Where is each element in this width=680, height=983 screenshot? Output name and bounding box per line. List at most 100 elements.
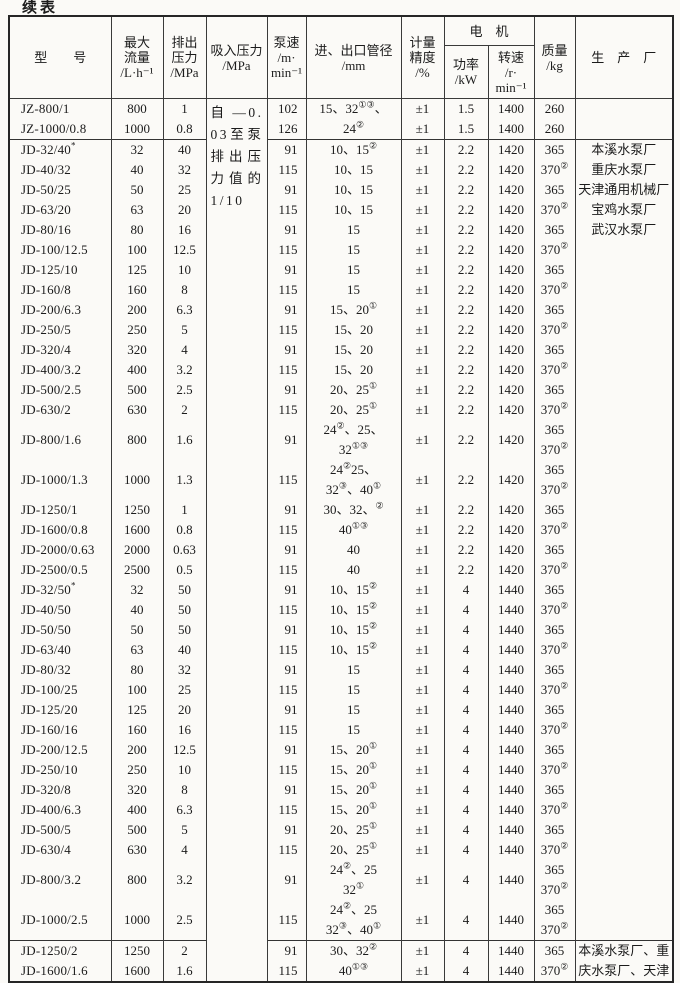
- table-row: JD-1000/1.3 1000 1.3 115 24②25、 32③、40① ±1 2.2 1…: [8, 460, 674, 500]
- cell-motor-power: 1.5: [443, 119, 489, 140]
- cell-mass: 370②: [533, 600, 576, 620]
- cell-discharge-pressure: 50: [162, 580, 207, 600]
- table-row: JD-250/5 250 5 115 15、20 ±1 2.2 1420 370②: [8, 320, 674, 340]
- cell-metering-accuracy: ±1: [400, 300, 445, 320]
- table-row: JD-320/4 320 4 91 15、20 ±1 2.2 1420 365: [8, 340, 674, 360]
- cell-model: JD-320/4: [8, 340, 112, 360]
- cell-motor-power: 4: [443, 800, 489, 820]
- cell-mass: 365: [533, 500, 576, 520]
- cell-max-flow: 500: [110, 380, 164, 400]
- cell-metering-accuracy: ±1: [400, 360, 445, 380]
- cell-motor-power: 2.2: [443, 460, 489, 500]
- cell-manufacturer: [574, 98, 674, 119]
- cell-discharge-pressure: 0.8: [162, 520, 207, 540]
- cell-max-flow: 1000: [110, 460, 164, 500]
- table-row: JD-125/20 125 20 91 15 ±1 4 1440 365: [8, 700, 674, 720]
- cell-max-flow: 1000: [110, 900, 164, 941]
- cell-discharge-pressure: 0.63: [162, 540, 207, 560]
- cell-manufacturer: [574, 500, 674, 520]
- cell-pipe-diameter: 15: [305, 280, 402, 300]
- cell-manufacturer: 重庆水泵厂: [574, 160, 674, 180]
- cell-max-flow: 630: [110, 400, 164, 420]
- table-row: JD-2500/0.5 2500 0.5 115 40 ±1 2.2 1420 370②: [8, 560, 674, 580]
- table-row: JD-50/50 50 50 91 10、15② ±1 4 1440 365: [8, 620, 674, 640]
- cell-model: JD-125/20: [8, 700, 112, 720]
- cell-suction-pressure-note: 自—0.03至泵排出压力值的1/10: [205, 98, 268, 982]
- cell-motor-power: 4: [443, 640, 489, 660]
- cell-manufacturer: [574, 720, 674, 740]
- cell-motor-speed: 1440: [487, 600, 535, 620]
- cell-pipe-diameter: 40: [305, 560, 402, 580]
- cell-metering-accuracy: ±1: [400, 940, 445, 961]
- cell-max-flow: 40: [110, 160, 164, 180]
- cell-model: JD-2500/0.5: [8, 560, 112, 580]
- cell-model: JD-2000/0.63: [8, 540, 112, 560]
- cell-motor-speed: 1420: [487, 139, 535, 160]
- cell-pipe-diameter: 24②: [305, 119, 402, 140]
- cell-pipe-diameter: 20、25①: [305, 840, 402, 860]
- cell-motor-speed: 1440: [487, 640, 535, 660]
- cell-manufacturer: [574, 660, 674, 680]
- cell-pipe-diameter: 10、15②: [305, 139, 402, 160]
- cell-discharge-pressure: 1.3: [162, 460, 207, 500]
- header-pump-speed: 泵速 /m· min⁻¹: [266, 15, 307, 99]
- cell-motor-power: 2.2: [443, 260, 489, 280]
- cell-metering-accuracy: ±1: [400, 240, 445, 260]
- cell-metering-accuracy: ±1: [400, 520, 445, 540]
- cell-motor-power: 2.2: [443, 280, 489, 300]
- cell-motor-power: 4: [443, 660, 489, 680]
- cell-motor-speed: 1420: [487, 240, 535, 260]
- cell-max-flow: 400: [110, 800, 164, 820]
- cell-mass: 365: [533, 540, 576, 560]
- cell-metering-accuracy: ±1: [400, 820, 445, 840]
- cell-pump-speed: 91: [266, 860, 307, 900]
- cell-mass: 365: [533, 380, 576, 400]
- cell-model: JD-1000/2.5: [8, 900, 112, 941]
- cell-motor-speed: 1440: [487, 620, 535, 640]
- cell-max-flow: 1000: [110, 119, 164, 140]
- cell-discharge-pressure: 3.2: [162, 860, 207, 900]
- cell-max-flow: 320: [110, 340, 164, 360]
- cell-discharge-pressure: 3.2: [162, 360, 207, 380]
- cell-model: JD-125/10: [8, 260, 112, 280]
- header-pipe-diameter: 进、出口管径 /mm: [305, 15, 402, 99]
- cell-manufacturer: [574, 260, 674, 280]
- cell-pump-speed: 115: [266, 560, 307, 580]
- cell-manufacturer: 武汉水泵厂: [574, 220, 674, 240]
- cell-max-flow: 1600: [110, 961, 164, 982]
- cell-model: JD-63/20: [8, 200, 112, 220]
- header-metering-accuracy: 计量 精度 /%: [400, 15, 445, 99]
- cell-manufacturer: 天津通用机械厂: [574, 180, 674, 200]
- cell-model: JD-200/6.3: [8, 300, 112, 320]
- cell-motor-speed: 1420: [487, 500, 535, 520]
- cell-manufacturer: [574, 560, 674, 580]
- cell-motor-speed: 1440: [487, 860, 535, 900]
- cell-motor-speed: 1440: [487, 680, 535, 700]
- cell-motor-power: 2.2: [443, 240, 489, 260]
- cell-max-flow: 500: [110, 820, 164, 840]
- cell-motor-power: 2.2: [443, 540, 489, 560]
- cell-model: JD-1000/1.3: [8, 460, 112, 500]
- cell-max-flow: 800: [110, 98, 164, 119]
- table-row: JD-160/16 160 16 115 15 ±1 4 1440 370②: [8, 720, 674, 740]
- cell-motor-power: 4: [443, 740, 489, 760]
- cell-pump-speed: 91: [266, 220, 307, 240]
- cell-pump-speed: 126: [266, 119, 307, 140]
- cell-model: JD-100/25: [8, 680, 112, 700]
- cell-pipe-diameter: 15、20: [305, 320, 402, 340]
- cell-pipe-diameter: 10、15②: [305, 620, 402, 640]
- cell-manufacturer: 宝鸡水泵厂: [574, 200, 674, 220]
- cell-motor-power: 2.2: [443, 180, 489, 200]
- cell-max-flow: 32: [110, 139, 164, 160]
- cell-model: JD-250/10: [8, 760, 112, 780]
- cell-pump-speed: 91: [266, 500, 307, 520]
- table-row: JD-1250/2 1250 2 91 30、32② ±1 4 1440 365 本溪水泵厂、重: [8, 940, 674, 961]
- cell-motor-speed: 1420: [487, 320, 535, 340]
- table-row: JD-500/5 500 5 91 20、25① ±1 4 1440 365: [8, 820, 674, 840]
- cell-model: JD-100/12.5: [8, 240, 112, 260]
- cell-manufacturer: [574, 600, 674, 620]
- cell-motor-power: 4: [443, 620, 489, 640]
- cell-motor-power: 4: [443, 760, 489, 780]
- table-row: JD-400/6.3 400 6.3 115 15、20① ±1 4 1440 370②: [8, 800, 674, 820]
- table-row: JD-2000/0.63 2000 0.63 91 40 ±1 2.2 1420 365: [8, 540, 674, 560]
